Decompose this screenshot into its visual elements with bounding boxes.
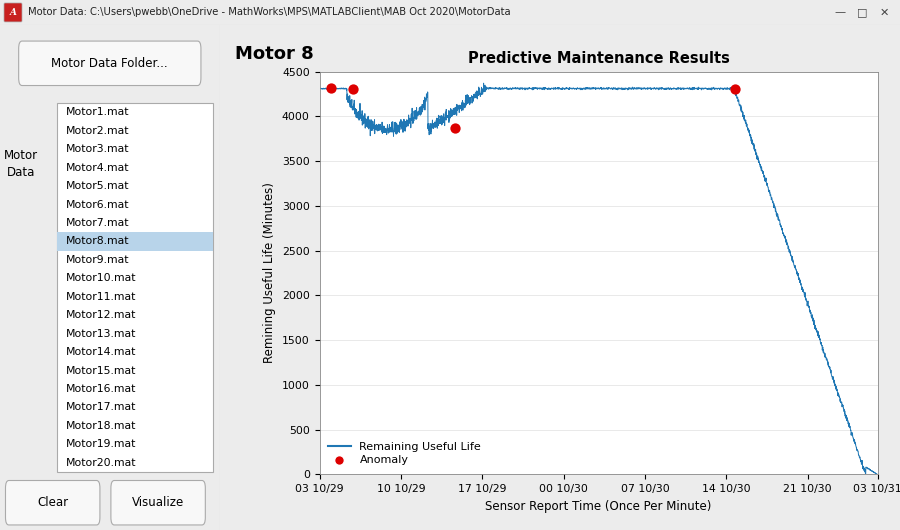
- Text: Motor16.mat: Motor16.mat: [66, 384, 136, 394]
- Text: Motor
Data: Motor Data: [4, 148, 38, 179]
- Text: Motor6.mat: Motor6.mat: [66, 200, 130, 209]
- Text: Motor1.mat: Motor1.mat: [66, 108, 130, 118]
- Text: ✕: ✕: [879, 7, 888, 17]
- Point: [448, 123, 463, 132]
- Text: Motor12.mat: Motor12.mat: [66, 310, 136, 320]
- Text: Motor19.mat: Motor19.mat: [66, 439, 136, 449]
- Bar: [57, 232, 213, 251]
- Text: Motor Data Folder...: Motor Data Folder...: [51, 57, 168, 70]
- Text: Motor10.mat: Motor10.mat: [66, 273, 137, 284]
- Text: A: A: [10, 8, 16, 17]
- Text: Motor20.mat: Motor20.mat: [66, 458, 137, 467]
- Legend: Remaining Useful Life, Anomaly: Remaining Useful Life, Anomaly: [325, 439, 484, 469]
- FancyBboxPatch shape: [111, 481, 205, 525]
- Text: Motor14.mat: Motor14.mat: [66, 347, 136, 357]
- FancyBboxPatch shape: [5, 481, 100, 525]
- Text: —: —: [834, 7, 846, 17]
- Text: Visualize: Visualize: [132, 496, 184, 509]
- Text: □: □: [857, 7, 868, 17]
- Text: Motor17.mat: Motor17.mat: [66, 402, 136, 412]
- Text: Motor 8: Motor 8: [235, 45, 313, 63]
- FancyBboxPatch shape: [19, 41, 201, 85]
- Text: Motor2.mat: Motor2.mat: [66, 126, 130, 136]
- Point: [346, 84, 361, 93]
- Text: Motor8.mat: Motor8.mat: [66, 236, 130, 246]
- Text: Clear: Clear: [37, 496, 68, 509]
- Y-axis label: Remining Useful Life (Minutes): Remining Useful Life (Minutes): [264, 182, 276, 364]
- Text: Motor Data: C:\Users\pwebb\OneDrive - MathWorks\MPS\MATLABClient\MAB Oct 2020\Mo: Motor Data: C:\Users\pwebb\OneDrive - Ma…: [28, 7, 510, 17]
- Text: Motor15.mat: Motor15.mat: [66, 366, 136, 376]
- Text: Motor13.mat: Motor13.mat: [66, 329, 136, 339]
- Text: Motor11.mat: Motor11.mat: [66, 292, 136, 302]
- Title: Predictive Maintenance Results: Predictive Maintenance Results: [468, 51, 729, 66]
- Point: [728, 84, 742, 93]
- Text: Motor5.mat: Motor5.mat: [66, 181, 130, 191]
- Text: Motor18.mat: Motor18.mat: [66, 421, 136, 431]
- Text: Motor4.mat: Motor4.mat: [66, 163, 130, 173]
- Text: Motor3.mat: Motor3.mat: [66, 144, 130, 154]
- X-axis label: Sensor Report Time (Once Per Minute): Sensor Report Time (Once Per Minute): [485, 500, 712, 513]
- Bar: [57, 103, 213, 472]
- Text: Motor9.mat: Motor9.mat: [66, 255, 130, 265]
- Point: [324, 83, 338, 92]
- Text: Motor7.mat: Motor7.mat: [66, 218, 130, 228]
- FancyBboxPatch shape: [4, 3, 22, 22]
